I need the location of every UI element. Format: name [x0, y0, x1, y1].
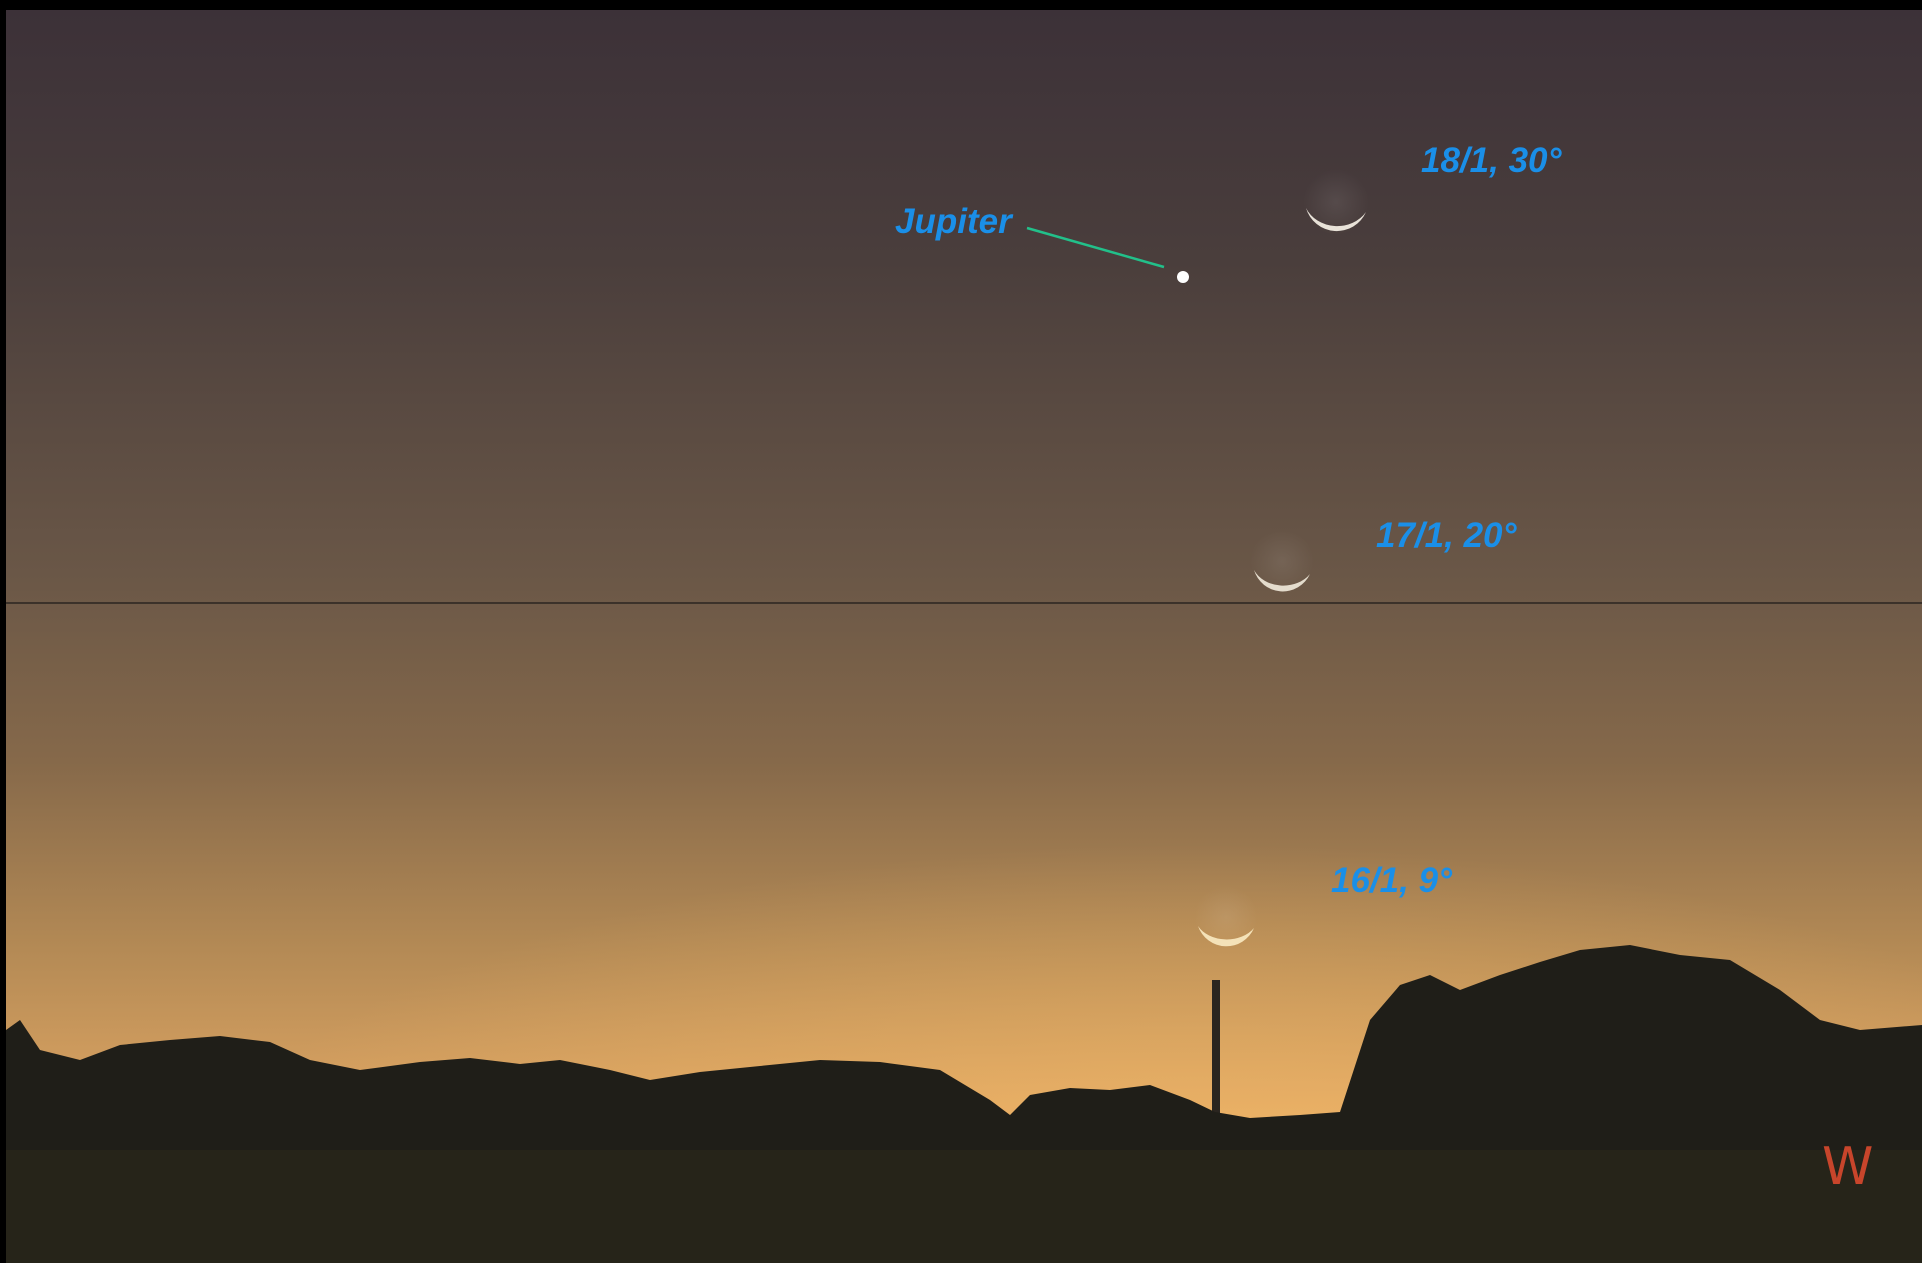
page: Jupiter 18/1, 30° 17/1, 20° 16/1, 9° W (…: [0, 0, 1922, 1263]
moon-18-label: 18/1, 30°: [1421, 141, 1562, 180]
moon-18: [1303, 169, 1369, 235]
jupiter-label: Jupiter: [895, 202, 1014, 241]
direction-label: W: [1822, 1137, 1873, 1197]
jupiter-dot: [1177, 271, 1189, 283]
sky-image: Jupiter 18/1, 30° 17/1, 20° 16/1, 9° W: [0, 0, 1922, 1263]
moon-16-label: 16/1, 9°: [1331, 861, 1453, 900]
moon-16: [1194, 885, 1258, 949]
moon-17: [1250, 529, 1314, 593]
ground: [6, 1150, 1922, 1263]
moon-17-label: 17/1, 20°: [1376, 516, 1517, 555]
